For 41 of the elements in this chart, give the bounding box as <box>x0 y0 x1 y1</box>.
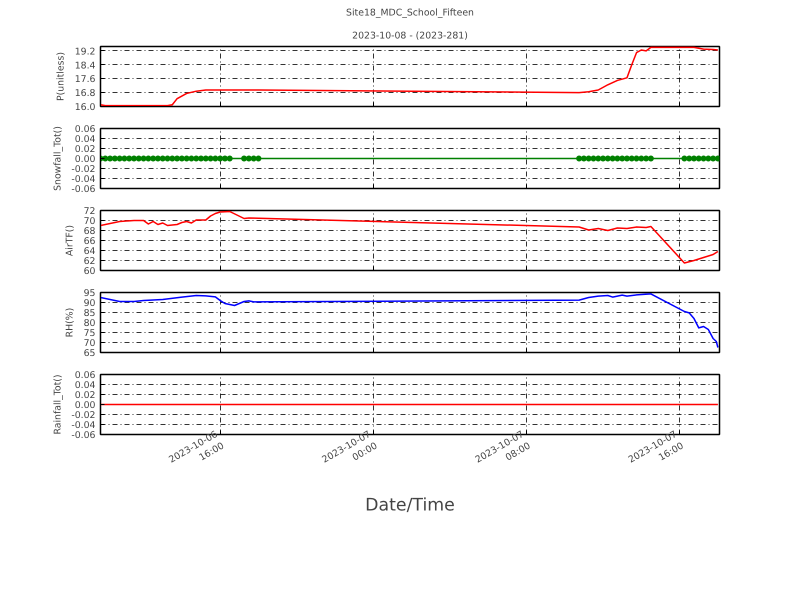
y-tick-label: 72 <box>84 206 96 217</box>
y-tick-label: 0.04 <box>74 380 96 391</box>
chart-title: Site18_MDC_School_Fifteen <box>346 8 474 18</box>
y-axis-title: Snowfall_Tot() <box>52 126 64 191</box>
y-tick-label: 16.8 <box>74 88 96 100</box>
y-tick-label: 62 <box>84 256 96 267</box>
y-tick-label: -0.06 <box>71 184 96 195</box>
y-tick-label: 0.04 <box>74 134 96 145</box>
y-tick-label: 95 <box>84 288 96 299</box>
y-axis-title: RH(%) <box>64 308 76 338</box>
y-tick-label: 70 <box>84 338 96 349</box>
y-axis-title: Rainfall_Tot() <box>52 374 64 435</box>
y-tick-label: 70 <box>84 216 96 227</box>
y-tick-label: 0.06 <box>74 124 96 135</box>
y-tick-label: -0.04 <box>71 174 96 185</box>
y-tick-label: 75 <box>84 328 96 339</box>
y-tick-label: -0.02 <box>71 164 96 175</box>
y-tick-label: 0.00 <box>74 400 96 411</box>
chart-subtitle: 2023-10-08 - (2023-281) <box>352 30 468 42</box>
y-tick-label: 60 <box>84 266 96 277</box>
y-tick-label: 66 <box>84 236 96 247</box>
y-axis-title: AirTF() <box>64 224 76 256</box>
y-tick-label: 0.06 <box>74 370 96 381</box>
y-tick-label: -0.06 <box>71 430 96 441</box>
y-tick-label: 16.0 <box>74 102 96 113</box>
y-tick-label: 65 <box>84 348 96 359</box>
y-tick-label: -0.02 <box>71 410 96 421</box>
y-tick-label: 85 <box>84 308 96 319</box>
y-tick-label: 18.4 <box>74 60 96 72</box>
y-tick-label: 80 <box>84 318 96 329</box>
y-tick-label: 68 <box>84 226 96 237</box>
y-tick-label: 0.00 <box>74 154 96 165</box>
y-axis-title: P(unitless) <box>56 52 67 102</box>
y-tick-label: 19.2 <box>74 46 96 58</box>
x-axis-title: Date/Time <box>365 496 455 516</box>
y-tick-label: 17.6 <box>74 74 96 86</box>
y-tick-label: 90 <box>84 298 96 309</box>
y-tick-label: 0.02 <box>74 390 96 401</box>
y-tick-label: 0.02 <box>74 144 96 155</box>
y-tick-label: -0.04 <box>71 420 96 431</box>
y-tick-label: 64 <box>84 246 96 257</box>
